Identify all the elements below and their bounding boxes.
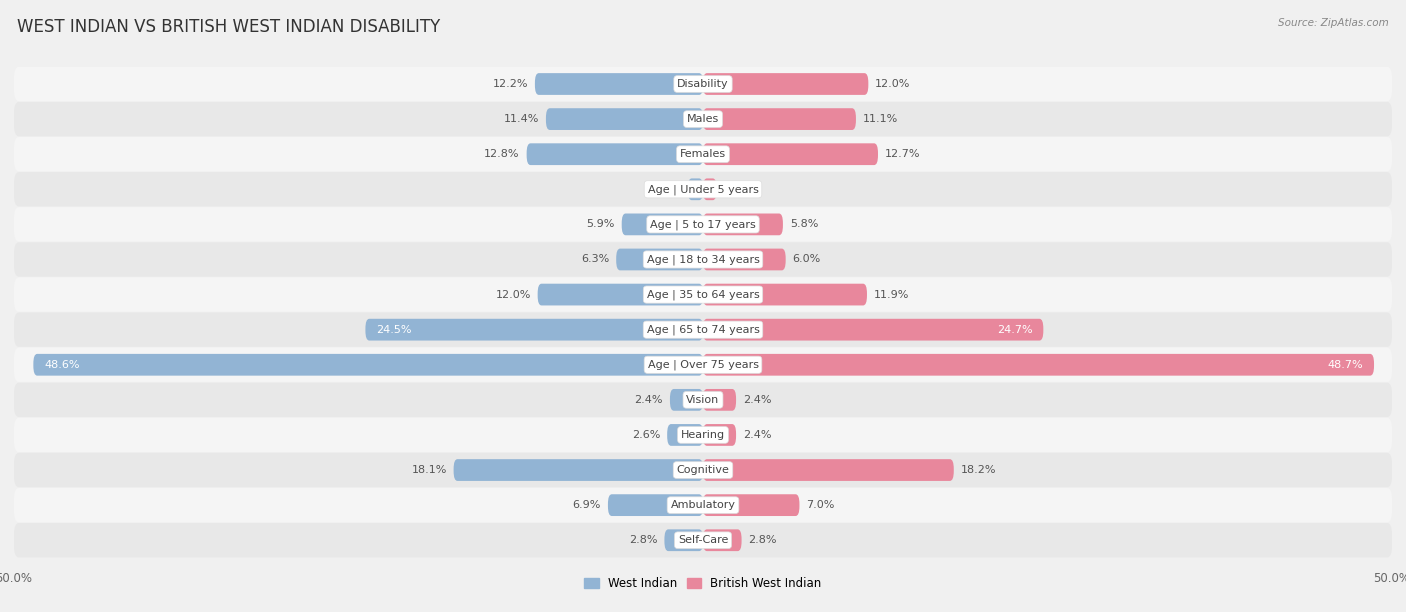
Text: Disability: Disability	[678, 79, 728, 89]
FancyBboxPatch shape	[665, 529, 703, 551]
FancyBboxPatch shape	[703, 319, 1043, 340]
FancyBboxPatch shape	[14, 418, 1392, 452]
Text: 5.8%: 5.8%	[790, 219, 818, 230]
FancyBboxPatch shape	[14, 523, 1392, 558]
Text: 7.0%: 7.0%	[807, 500, 835, 510]
FancyBboxPatch shape	[703, 494, 800, 516]
Text: Males: Males	[688, 114, 718, 124]
Text: 1.1%: 1.1%	[652, 184, 681, 194]
FancyBboxPatch shape	[703, 424, 737, 446]
Text: Age | 18 to 34 years: Age | 18 to 34 years	[647, 254, 759, 265]
FancyBboxPatch shape	[14, 137, 1392, 171]
Text: 11.4%: 11.4%	[503, 114, 538, 124]
FancyBboxPatch shape	[537, 284, 703, 305]
FancyBboxPatch shape	[703, 248, 786, 271]
FancyBboxPatch shape	[454, 459, 703, 481]
Text: Vision: Vision	[686, 395, 720, 405]
FancyBboxPatch shape	[703, 354, 1374, 376]
Text: 18.2%: 18.2%	[960, 465, 997, 475]
FancyBboxPatch shape	[14, 242, 1392, 277]
FancyBboxPatch shape	[703, 389, 737, 411]
FancyBboxPatch shape	[616, 248, 703, 271]
FancyBboxPatch shape	[668, 424, 703, 446]
FancyBboxPatch shape	[546, 108, 703, 130]
FancyBboxPatch shape	[688, 179, 703, 200]
FancyBboxPatch shape	[703, 214, 783, 235]
FancyBboxPatch shape	[14, 348, 1392, 382]
FancyBboxPatch shape	[703, 73, 869, 95]
FancyBboxPatch shape	[14, 453, 1392, 487]
FancyBboxPatch shape	[14, 102, 1392, 136]
Text: Age | 35 to 64 years: Age | 35 to 64 years	[647, 289, 759, 300]
Text: 12.0%: 12.0%	[495, 289, 531, 299]
FancyBboxPatch shape	[14, 67, 1392, 101]
Text: 0.99%: 0.99%	[724, 184, 759, 194]
Text: 6.0%: 6.0%	[793, 255, 821, 264]
Text: Ambulatory: Ambulatory	[671, 500, 735, 510]
FancyBboxPatch shape	[621, 214, 703, 235]
FancyBboxPatch shape	[703, 459, 953, 481]
FancyBboxPatch shape	[607, 494, 703, 516]
FancyBboxPatch shape	[703, 179, 717, 200]
Text: 12.2%: 12.2%	[492, 79, 529, 89]
Text: Self-Care: Self-Care	[678, 536, 728, 545]
FancyBboxPatch shape	[14, 277, 1392, 312]
FancyBboxPatch shape	[14, 313, 1392, 347]
FancyBboxPatch shape	[669, 389, 703, 411]
FancyBboxPatch shape	[34, 354, 703, 376]
FancyBboxPatch shape	[703, 284, 868, 305]
Text: WEST INDIAN VS BRITISH WEST INDIAN DISABILITY: WEST INDIAN VS BRITISH WEST INDIAN DISAB…	[17, 18, 440, 36]
Text: Age | 5 to 17 years: Age | 5 to 17 years	[650, 219, 756, 230]
Text: 12.7%: 12.7%	[884, 149, 921, 159]
FancyBboxPatch shape	[14, 382, 1392, 417]
Text: Age | Under 5 years: Age | Under 5 years	[648, 184, 758, 195]
Text: 48.6%: 48.6%	[45, 360, 80, 370]
Text: 11.1%: 11.1%	[863, 114, 898, 124]
Legend: West Indian, British West Indian: West Indian, British West Indian	[579, 572, 827, 595]
FancyBboxPatch shape	[703, 529, 741, 551]
Text: 11.9%: 11.9%	[875, 289, 910, 299]
Text: 5.9%: 5.9%	[586, 219, 614, 230]
Text: 24.5%: 24.5%	[377, 325, 412, 335]
Text: Cognitive: Cognitive	[676, 465, 730, 475]
FancyBboxPatch shape	[366, 319, 703, 340]
Text: 6.9%: 6.9%	[572, 500, 600, 510]
Text: 2.4%: 2.4%	[742, 430, 772, 440]
Text: Age | Over 75 years: Age | Over 75 years	[648, 359, 758, 370]
Text: 2.8%: 2.8%	[628, 536, 658, 545]
Text: 12.0%: 12.0%	[875, 79, 911, 89]
FancyBboxPatch shape	[534, 73, 703, 95]
Text: 24.7%: 24.7%	[997, 325, 1032, 335]
Text: Hearing: Hearing	[681, 430, 725, 440]
FancyBboxPatch shape	[703, 108, 856, 130]
Text: Females: Females	[681, 149, 725, 159]
Text: 2.4%: 2.4%	[634, 395, 664, 405]
Text: 2.8%: 2.8%	[748, 536, 778, 545]
Text: 18.1%: 18.1%	[412, 465, 447, 475]
FancyBboxPatch shape	[703, 143, 877, 165]
FancyBboxPatch shape	[14, 488, 1392, 522]
Text: 2.4%: 2.4%	[742, 395, 772, 405]
Text: 48.7%: 48.7%	[1327, 360, 1362, 370]
Text: Source: ZipAtlas.com: Source: ZipAtlas.com	[1278, 18, 1389, 28]
Text: 6.3%: 6.3%	[581, 255, 609, 264]
Text: 2.6%: 2.6%	[631, 430, 661, 440]
FancyBboxPatch shape	[14, 207, 1392, 242]
Text: Age | 65 to 74 years: Age | 65 to 74 years	[647, 324, 759, 335]
Text: 12.8%: 12.8%	[484, 149, 520, 159]
FancyBboxPatch shape	[527, 143, 703, 165]
FancyBboxPatch shape	[14, 172, 1392, 206]
